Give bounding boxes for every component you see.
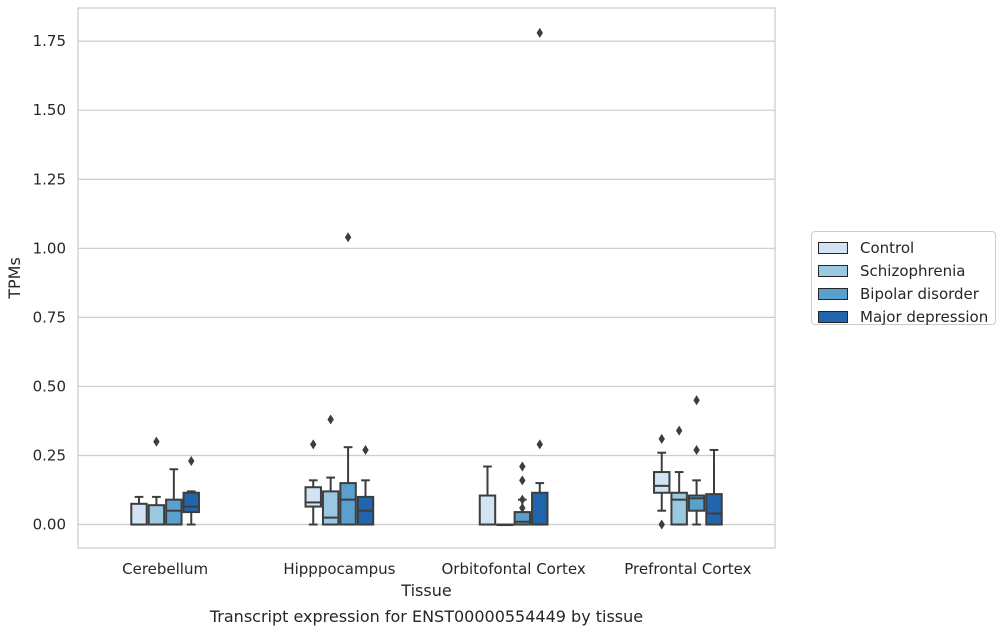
legend-label: Major depression — [860, 307, 989, 326]
box-iqr — [705, 493, 723, 526]
grid-lines — [78, 40, 775, 526]
outlier-point — [536, 439, 543, 450]
box-iqr — [321, 490, 340, 526]
y-tick-label: 0.75 — [33, 308, 66, 326]
legend-swatch — [818, 264, 848, 277]
legend-label: Schizophrenia — [860, 261, 966, 280]
box-iqr — [147, 504, 166, 526]
y-tick-label: 1.00 — [33, 239, 66, 257]
legend-swatch — [818, 287, 848, 300]
boxes — [130, 27, 723, 530]
outlier-point — [188, 455, 195, 466]
box-iqr — [165, 498, 183, 526]
box-bipolar-disorder — [339, 232, 357, 526]
outlier-point — [153, 436, 160, 447]
outlier-point — [310, 439, 317, 450]
box-iqr — [130, 502, 148, 526]
legend-swatch — [818, 310, 848, 323]
legend-item: Schizophrenia — [818, 259, 995, 282]
box-schizophrenia — [147, 436, 166, 526]
box-control — [304, 439, 322, 526]
legend-item: Major depression — [818, 305, 995, 328]
y-tick-label: 0.50 — [33, 377, 66, 395]
x-tick-labels: Cerebellum Hipppocampus Orbitofontal Corte… — [122, 560, 751, 578]
outlier-point — [362, 444, 369, 455]
legend-swatch — [818, 241, 848, 254]
box-iqr — [478, 494, 497, 526]
y-tick-label: 1.75 — [33, 32, 66, 50]
y-axis-label: TPMs — [5, 257, 24, 300]
box-major-depression — [705, 448, 723, 526]
outlier-point — [519, 494, 526, 505]
y-tick-label: 0.25 — [33, 446, 66, 464]
x-tick-label: Prefrontal Cortex — [624, 560, 751, 578]
box-iqr — [670, 491, 688, 526]
plot-frame — [77, 7, 776, 549]
x-tick-label: Hipppocampus — [283, 560, 395, 578]
box-bipolar-disorder — [513, 461, 532, 526]
chart-title: Transcript expression for ENST0000055444… — [209, 607, 643, 626]
outlier-point — [693, 395, 700, 406]
outlier-point — [675, 425, 683, 436]
y-tick-label: 1.50 — [33, 101, 66, 119]
legend-label: Control — [860, 238, 915, 257]
x-axis-label: Tissue — [400, 581, 451, 600]
box-control — [130, 495, 148, 526]
y-tick-label: 0.00 — [33, 516, 66, 534]
box-bipolar-disorder — [687, 395, 706, 526]
box-iqr — [304, 486, 322, 508]
box-schizophrenia — [670, 425, 688, 526]
legend: Control Schizophrenia Bipolar disorder Majo… — [811, 231, 996, 328]
box-iqr — [687, 494, 706, 512]
box-major-depression — [182, 455, 200, 526]
outlier-point — [327, 414, 334, 425]
box-iqr — [531, 491, 549, 526]
box-bipolar-disorder — [165, 468, 183, 526]
box-iqr — [653, 471, 671, 494]
box-major-depression — [531, 27, 549, 526]
outlier-point — [658, 519, 665, 530]
box-schizophrenia — [496, 523, 514, 527]
box-schizophrenia — [321, 414, 340, 526]
x-tick-label: Orbitofontal Cortex — [442, 560, 586, 578]
box-major-depression — [356, 444, 375, 526]
outlier-point — [519, 502, 526, 513]
box-control — [653, 433, 671, 530]
outlier-point — [519, 461, 526, 472]
legend-item: Bipolar disorder — [818, 282, 995, 305]
legend-item: Control — [818, 236, 995, 259]
legend-label: Bipolar disorder — [860, 284, 979, 303]
outlier-point — [519, 475, 526, 486]
y-tick-label: 1.25 — [33, 170, 66, 188]
box-iqr — [182, 491, 200, 514]
outlier-point — [693, 444, 700, 455]
box-iqr — [339, 482, 357, 526]
outlier-point — [344, 232, 352, 243]
outlier-point — [536, 27, 543, 38]
y-tick-labels: 0.00 0.25 0.50 0.75 1.00 1.25 1.50 1.75 — [33, 32, 66, 533]
outlier-point — [658, 433, 665, 444]
x-tick-label: Cerebellum — [122, 560, 208, 578]
box-control — [478, 465, 497, 526]
